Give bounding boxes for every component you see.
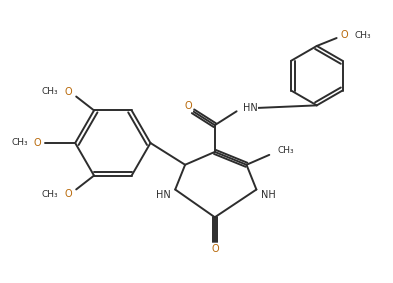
Text: O: O [184,101,192,111]
Text: CH₃: CH₃ [42,87,59,96]
Text: O: O [34,138,42,148]
Text: O: O [341,30,348,40]
Text: HN: HN [242,103,257,113]
Text: CH₃: CH₃ [11,138,28,147]
Text: O: O [64,87,72,97]
Text: O: O [211,244,219,254]
Text: CH₃: CH₃ [277,146,294,155]
Text: NH: NH [261,190,276,200]
Text: HN: HN [156,190,170,200]
Text: CH₃: CH₃ [354,31,371,40]
Text: CH₃: CH₃ [42,190,59,199]
Text: O: O [64,189,72,200]
